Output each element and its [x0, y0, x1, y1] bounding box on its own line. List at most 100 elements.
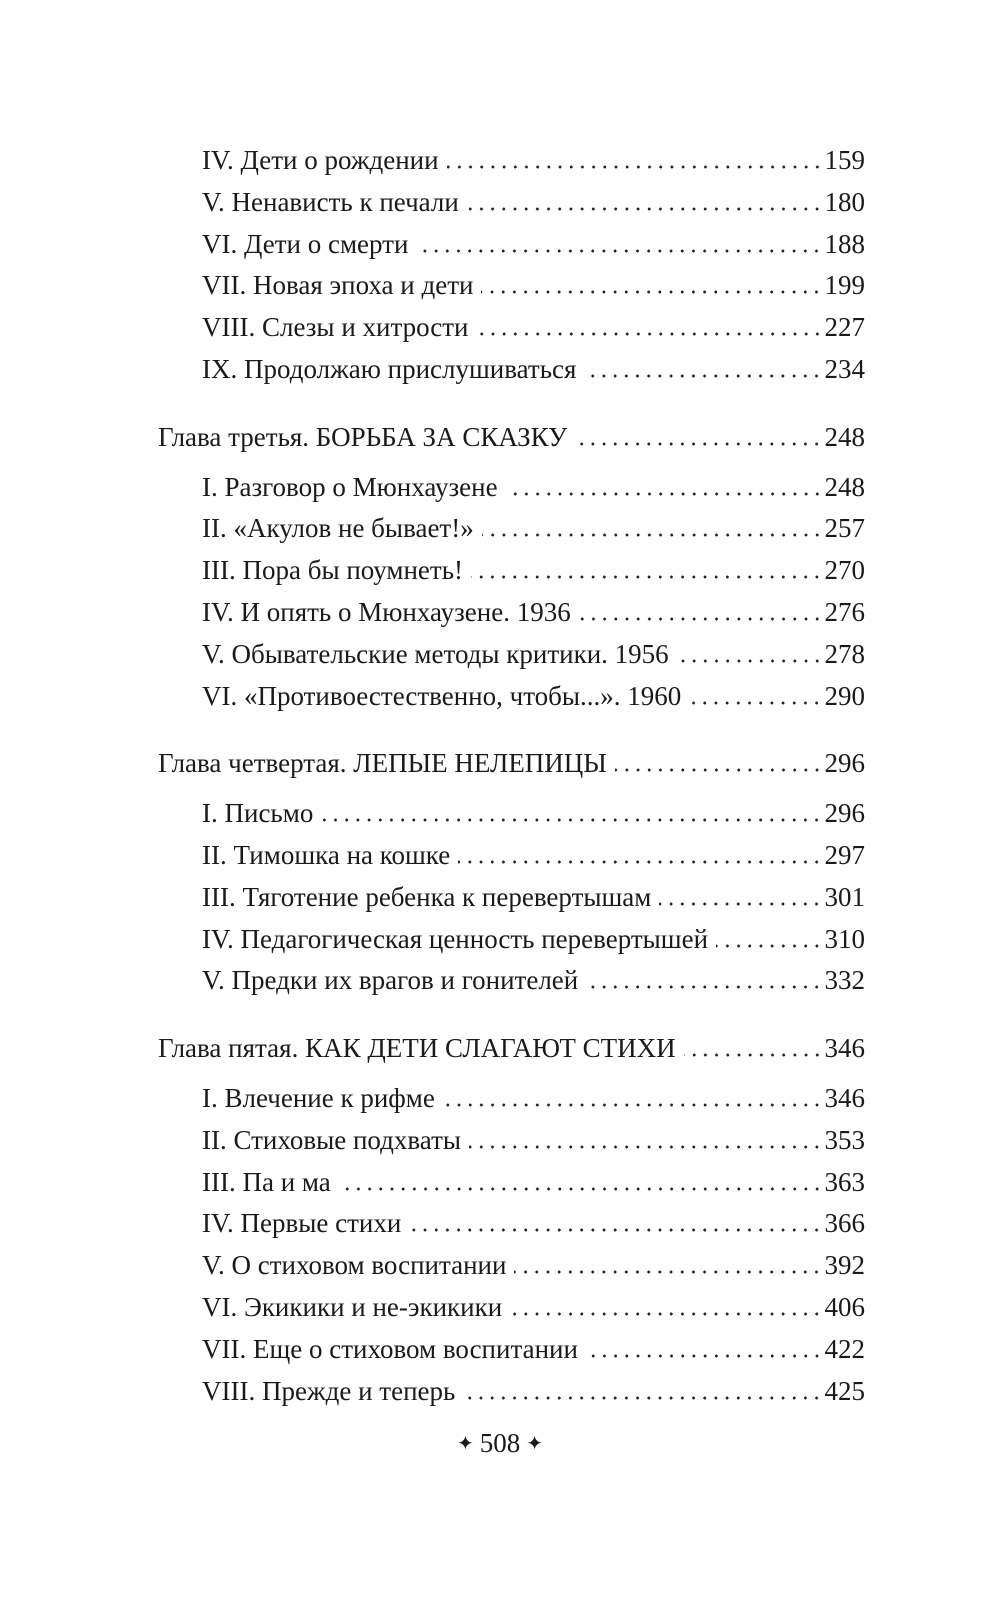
entry-page-number: 276	[824, 596, 866, 627]
entry-page-number: 392	[824, 1250, 866, 1281]
entry-title: V. Обывательские методы критики. 1956	[202, 638, 669, 669]
toc-chapter-entry: Глава четвертая. ЛЕПЫЕ НЕЛЕПИЦЫ 296	[158, 743, 865, 785]
dot-leader	[416, 248, 823, 253]
toc-section-entry: VII. Еще о стиховом воспитании 422	[158, 1329, 865, 1371]
dot-leader	[659, 901, 823, 906]
dot-leader	[469, 1144, 823, 1149]
toc-section-entry: VI. Дети о смерти 188	[158, 224, 865, 266]
dot-leader	[514, 1270, 823, 1275]
toc-section-entry: III. Па и ма 363	[158, 1162, 865, 1204]
entry-page-number: 227	[824, 312, 866, 343]
dot-leader	[505, 491, 823, 496]
entry-page-number: 366	[824, 1208, 866, 1239]
dot-leader	[458, 859, 823, 864]
toc-section-entry: V. Обывательские методы критики. 1956 278	[158, 634, 865, 676]
entry-title: III. Па и ма	[202, 1166, 331, 1197]
toc-section-entry: III. Тяготение ребенка к перевертышам 301	[158, 877, 865, 919]
dot-leader	[481, 290, 823, 295]
entry-title: I. Разговор о Мюнхаузене	[202, 471, 498, 502]
dot-leader	[584, 373, 823, 378]
entry-page-number: 248	[824, 471, 866, 502]
entry-page-number: 248	[824, 421, 866, 452]
dot-leader	[476, 332, 823, 337]
entry-title: I. Влечение к рифме	[202, 1082, 435, 1113]
dot-leader	[716, 943, 823, 948]
entry-page-number: 296	[824, 748, 866, 779]
dot-leader	[676, 658, 823, 663]
entry-title: IV. Дети о рождении	[202, 145, 439, 175]
entry-title: VI. Дети о смерти	[202, 228, 409, 259]
toc-chapter-entry: Глава третья. БОРЬБА ЗА СКАЗКУ 248	[158, 417, 865, 459]
dot-leader	[338, 1186, 823, 1191]
entry-page-number: 188	[824, 228, 866, 259]
toc-section-entry: IV. И опять о Мюнхаузене. 1936 276	[158, 592, 865, 634]
entry-title: II. Стиховые подхваты	[202, 1124, 462, 1155]
dot-leader	[614, 768, 823, 773]
dot-leader	[481, 533, 823, 538]
entry-page-number: 180	[824, 186, 866, 217]
entry-title: II. Тимошка на кошке	[202, 839, 451, 870]
entry-page-number: 297	[824, 839, 866, 870]
entry-title: V. О стиховом воспитании	[202, 1250, 507, 1281]
toc-section-entry: I. Влечение к рифме 346	[158, 1078, 865, 1120]
toc-section-entry: III. Пора бы поумнеть! 270	[158, 550, 865, 592]
toc-section-entry: VII. Новая эпоха и дети 199	[158, 265, 865, 307]
entry-page-number: 346	[824, 1033, 866, 1064]
page-number: 508	[479, 1428, 521, 1458]
entry-page-number: 290	[824, 680, 866, 711]
entry-title: VI. «Противоестественно, чтобы...». 1960	[202, 680, 682, 711]
entry-page-number: 363	[824, 1166, 866, 1197]
toc-section-entry: I. Письмо 296	[158, 793, 865, 835]
dot-leader	[586, 985, 823, 990]
entry-page-number: 270	[824, 555, 866, 586]
entry-title: III. Тяготение ребенка к перевертышам	[202, 881, 652, 912]
entry-page-number: 296	[824, 798, 866, 829]
entry-title: VIII. Слезы и хитрости	[202, 312, 469, 343]
star-ornament-icon: ✦	[526, 1433, 544, 1455]
toc-section-entry: IX. Продолжаю прислушиваться 234	[158, 349, 865, 391]
entry-page-number: 159	[824, 145, 866, 175]
entry-page-number: 422	[824, 1333, 866, 1364]
entry-page-number: 234	[824, 353, 866, 384]
entry-title: Глава пятая. КАК ДЕТИ СЛАГАЮТ СТИХИ	[158, 1033, 676, 1064]
entry-page-number: 257	[824, 513, 866, 544]
entry-title: IX. Продолжаю прислушиваться	[202, 353, 577, 384]
entry-title: Глава третья. БОРЬБА ЗА СКАЗКУ	[158, 421, 568, 452]
toc-section-entry: II. «Акулов не бывает!» 257	[158, 508, 865, 550]
toc-section-entry: VIII. Слезы и хитрости 227	[158, 307, 865, 349]
toc-section-entry: II. Стиховые подхваты 353	[158, 1120, 865, 1162]
entry-title: IV. И опять о Мюнхаузене. 1936	[202, 596, 571, 627]
entry-page-number: 199	[824, 270, 866, 301]
entry-title: IV. Первые стихи	[202, 1208, 402, 1239]
dot-leader	[446, 165, 823, 169]
entry-page-number: 346	[824, 1082, 866, 1113]
toc-section-entry: VI. «Противоестественно, чтобы...». 1960…	[158, 676, 865, 718]
entry-page-number: 278	[824, 638, 866, 669]
toc-section-entry: VI. Экикики и не-экикики 406	[158, 1287, 865, 1329]
dot-leader	[683, 1053, 823, 1058]
dot-leader	[585, 1353, 823, 1358]
entry-title: I. Письмо	[202, 798, 314, 829]
entry-page-number: 310	[824, 923, 866, 954]
dot-leader	[463, 1395, 823, 1400]
toc-section-entry: V. О стиховом воспитании 392	[158, 1245, 865, 1287]
entry-page-number: 353	[824, 1124, 866, 1155]
dot-leader	[409, 1228, 823, 1233]
dot-leader	[689, 700, 823, 705]
entry-title: VIII. Прежде и теперь	[202, 1375, 456, 1406]
entry-page-number: 332	[824, 965, 866, 996]
page-footer: ✦ 508 ✦	[0, 1428, 1000, 1459]
toc-section-entry: I. Разговор о Мюнхаузене 248	[158, 467, 865, 509]
toc-chapter-entry: Глава пятая. КАК ДЕТИ СЛАГАЮТ СТИХИ 346	[158, 1028, 865, 1070]
toc-section-entry: V. Ненависть к печали 180	[158, 182, 865, 224]
toc-section-entry: II. Тимошка на кошке 297	[158, 835, 865, 877]
entry-title: VII. Новая эпоха и дети	[202, 270, 474, 301]
entry-page-number: 425	[824, 1375, 866, 1406]
entry-page-number: 301	[824, 881, 866, 912]
entry-title: V. Предки их врагов и гонителей	[202, 965, 579, 996]
star-ornament-icon: ✦	[456, 1433, 474, 1455]
entry-title: II. «Акулов не бывает!»	[202, 513, 474, 544]
entry-title: V. Ненависть к печали	[202, 186, 459, 217]
toc-section-entry: IV. Первые стихи 366	[158, 1203, 865, 1245]
dot-leader	[321, 818, 823, 823]
